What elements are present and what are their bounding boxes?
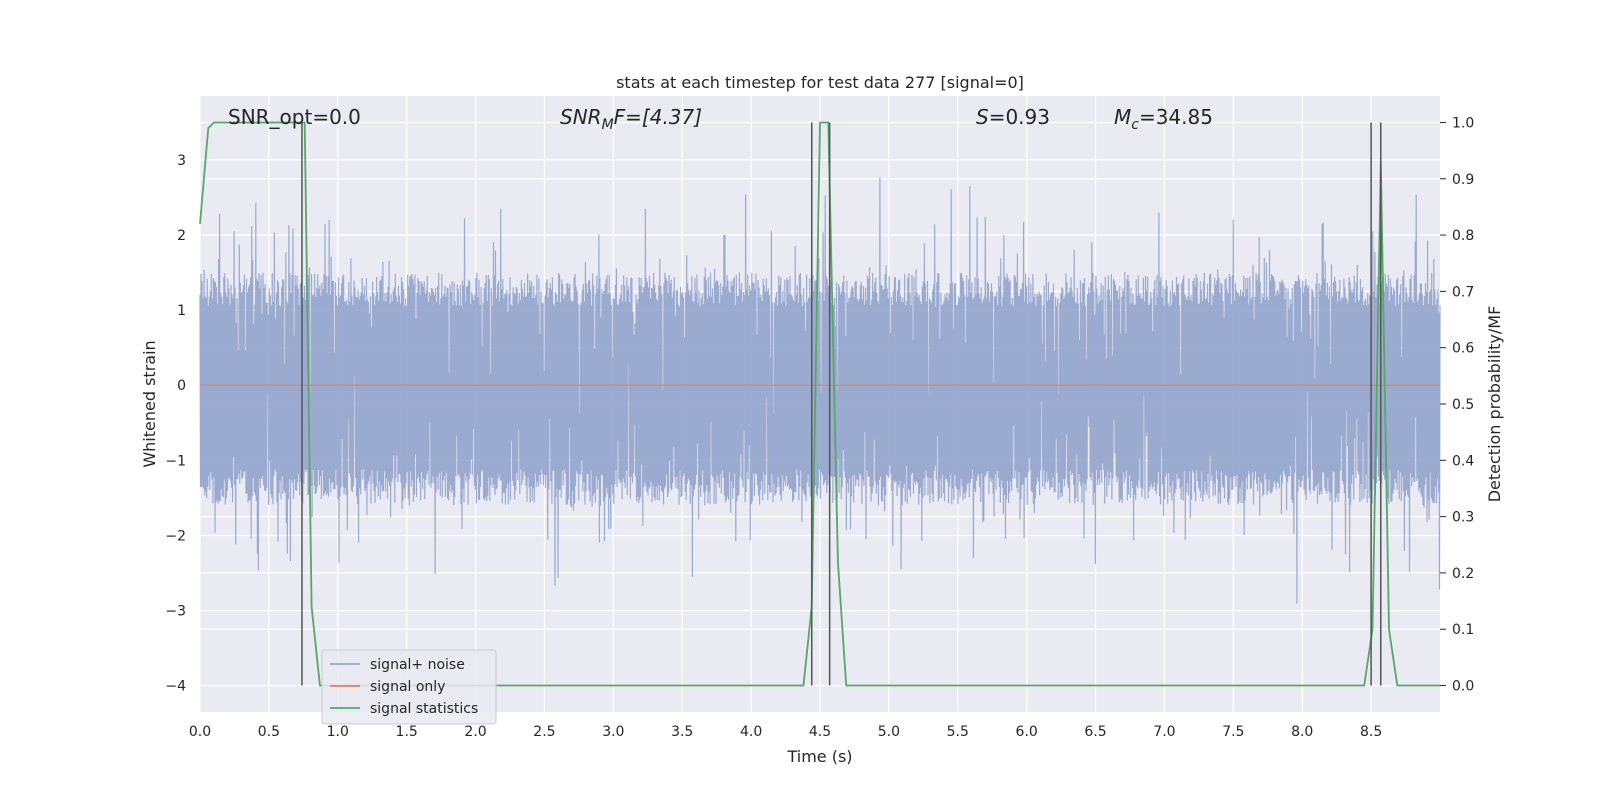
legend-label-signal-statistics: signal statistics bbox=[370, 701, 478, 717]
x-tick-label: 4.0 bbox=[740, 724, 762, 740]
annotation-snr-mf-rest: F=[4.37] bbox=[614, 105, 702, 129]
x-tick-label: 7.5 bbox=[1222, 724, 1244, 740]
legend-label-signal-only: signal only bbox=[370, 679, 445, 695]
x-tick-label: 0.5 bbox=[258, 724, 280, 740]
noise-series-layer bbox=[199, 177, 1441, 604]
y-tick-label: −1 bbox=[165, 453, 186, 469]
annotation-s-value: =0.93 bbox=[989, 105, 1050, 129]
annotation-snr-mf: SNRMF=[4.37] bbox=[560, 105, 702, 133]
y2-tick-label: 0.1 bbox=[1452, 622, 1474, 638]
detection-markers bbox=[301, 122, 1382, 686]
annotation-mc: Mc=34.85 bbox=[1114, 105, 1213, 133]
x-tick-label: 2.5 bbox=[533, 724, 555, 740]
annotation-s: S=0.93 bbox=[976, 105, 1050, 129]
x-tick-label: 4.5 bbox=[809, 724, 831, 740]
y2-tick-label: 0.8 bbox=[1452, 228, 1474, 244]
annotation-mc-sub: c bbox=[1131, 117, 1139, 133]
legend-label-signal-noise: signal+ noise bbox=[370, 657, 465, 673]
x-tick-label: 1.0 bbox=[327, 724, 349, 740]
annotation-mc-value: =34.85 bbox=[1139, 105, 1213, 129]
y-tick-label: 1 bbox=[177, 303, 186, 319]
y2-tick-label: 1.0 bbox=[1452, 115, 1474, 131]
y-tick-label: 3 bbox=[177, 153, 186, 169]
x-tick-label: 6.5 bbox=[1084, 724, 1106, 740]
annotation-snr-mf-sub: M bbox=[602, 117, 614, 133]
x-tick-label: 8.0 bbox=[1291, 724, 1313, 740]
x-tick-label: 5.5 bbox=[947, 724, 969, 740]
x-tick-label: 3.0 bbox=[602, 724, 624, 740]
y2-tick-label: 0.0 bbox=[1452, 679, 1474, 695]
legend-box bbox=[321, 649, 497, 725]
y-tick-label: 0 bbox=[177, 378, 186, 394]
y-axis-label: Whitened strain bbox=[140, 340, 159, 467]
y2-tick-label: 0.2 bbox=[1452, 566, 1474, 582]
y2-tick-label: 0.3 bbox=[1452, 510, 1474, 526]
x-tick-label: 0.0 bbox=[189, 724, 211, 740]
x-tick-label: 6.0 bbox=[1016, 724, 1038, 740]
x-tick-label: 2.0 bbox=[464, 724, 486, 740]
y2-axis-label: Detection probability/MF bbox=[1485, 306, 1504, 503]
x-tick-label: 1.5 bbox=[396, 724, 418, 740]
y2-tick-label: 0.6 bbox=[1452, 341, 1474, 357]
x-tick-label: 5.0 bbox=[878, 724, 900, 740]
chart-title: stats at each timestep for test data 277… bbox=[616, 73, 1024, 92]
y2-tick-label: 0.4 bbox=[1452, 453, 1474, 469]
y-tick-label: −2 bbox=[165, 528, 186, 544]
x-tick-label: 8.5 bbox=[1360, 724, 1382, 740]
annotation-mc-var: M bbox=[1114, 105, 1131, 129]
x-tick-label: 3.5 bbox=[671, 724, 693, 740]
annotation-snr-mf-base: SNR bbox=[560, 105, 602, 129]
y2-tick-label: 0.5 bbox=[1452, 397, 1474, 413]
y2-tick-label: 0.9 bbox=[1452, 172, 1474, 188]
y2-tick-label: 0.7 bbox=[1452, 284, 1474, 300]
legend: signal+ noise signal only signal statist… bbox=[321, 649, 497, 725]
y-tick-label: −3 bbox=[165, 604, 186, 620]
annotation-s-var: S bbox=[976, 105, 989, 129]
x-tick-label: 7.0 bbox=[1153, 724, 1175, 740]
series-line-signal-noise bbox=[199, 177, 1441, 604]
y-tick-label: 2 bbox=[177, 228, 186, 244]
annotation-snr-opt: SNR_opt=0.0 bbox=[228, 105, 361, 129]
x-axis-label: Time (s) bbox=[786, 747, 852, 766]
y-tick-label: −4 bbox=[165, 679, 186, 695]
tick-labels: 0.0 0.5 1.0 1.5 2.0 2.5 3.0 3.5 4.0 4.5 5.0 5.5 6.0 6… bbox=[165, 115, 1474, 740]
